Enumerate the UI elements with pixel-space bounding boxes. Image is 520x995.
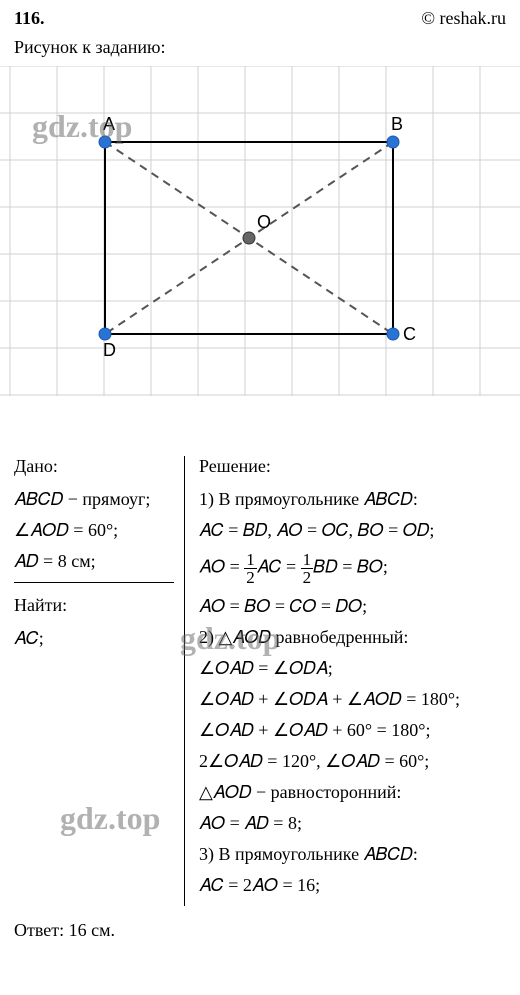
solution-line: 3) В прямоугольнике 𝐴𝐵𝐶𝐷: (199, 844, 506, 865)
svg-text:O: O (257, 212, 271, 232)
given-line: 𝐴𝐵𝐶𝐷 − прямоуг; (14, 489, 174, 510)
solution-line: 2) △𝐴𝑂𝐷 равнобедренный: (199, 627, 506, 648)
subtitle: Рисунок к заданию: (0, 33, 520, 66)
find-line: 𝐴𝐶; (14, 628, 174, 649)
solution-line: 𝐴𝑂 = 𝐴𝐷 = 8; (199, 813, 506, 834)
find-title: Найти: (14, 595, 174, 616)
solution-line: ∠𝑂𝐴𝐷 = ∠𝑂𝐷𝐴; (199, 658, 506, 679)
solution-line: 1) В прямоугольнике 𝐴𝐵𝐶𝐷: (199, 489, 506, 510)
diagram-container: A B C D O (0, 66, 520, 396)
solution-line: 2∠𝑂𝐴𝐷 = 120°, ∠𝑂𝐴𝐷 = 60°; (199, 751, 506, 772)
content-area: Дано: 𝐴𝐵𝐶𝐷 − прямоуг; ∠𝐴𝑂𝐷 = 60°; 𝐴𝐷 = 8 с… (0, 396, 520, 906)
solution-line: 𝐴𝐶 = 2𝐴𝑂 = 16; (199, 875, 506, 896)
left-column: Дано: 𝐴𝐵𝐶𝐷 − прямоуг; ∠𝐴𝑂𝐷 = 60°; 𝐴𝐷 = 8 с… (14, 456, 184, 906)
given-line: 𝐴𝐷 = 8 см; (14, 551, 174, 572)
solution-title: Решение: (199, 456, 506, 477)
geometry-diagram: A B C D O (0, 66, 520, 396)
svg-text:A: A (103, 114, 115, 134)
solution-line: 𝐴𝐶 = 𝐵𝐷, 𝐴𝑂 = 𝑂𝐶, 𝐵𝑂 = 𝑂𝐷; (199, 520, 506, 541)
solution-line: 𝐴𝑂 = 12𝐴𝐶 = 12𝐵𝐷 = 𝐵𝑂; (199, 551, 506, 586)
answer: Ответ: 16 см. (0, 906, 520, 941)
source-label: © reshak.ru (421, 8, 506, 29)
svg-text:B: B (391, 114, 403, 134)
solution-line: ∠𝑂𝐴𝐷 + ∠𝑂𝐷𝐴 + ∠𝐴𝑂𝐷 = 180°; (199, 689, 506, 710)
given-title: Дано: (14, 456, 174, 477)
problem-number: 116. (14, 8, 45, 29)
right-column: Решение: 1) В прямоугольнике 𝐴𝐵𝐶𝐷: 𝐴𝐶 = 𝐵… (184, 456, 506, 906)
svg-text:C: C (403, 324, 416, 344)
svg-text:D: D (103, 340, 116, 360)
given-line: ∠𝐴𝑂𝐷 = 60°; (14, 520, 174, 541)
solution-line: ∠𝑂𝐴𝐷 + ∠𝑂𝐴𝐷 + 60° = 180°; (199, 720, 506, 741)
solution-line: △𝐴𝑂𝐷 − равносторонний: (199, 782, 506, 803)
solution-line: 𝐴𝑂 = 𝐵𝑂 = 𝐶𝑂 = 𝐷𝑂; (199, 596, 506, 617)
divider (14, 582, 174, 583)
